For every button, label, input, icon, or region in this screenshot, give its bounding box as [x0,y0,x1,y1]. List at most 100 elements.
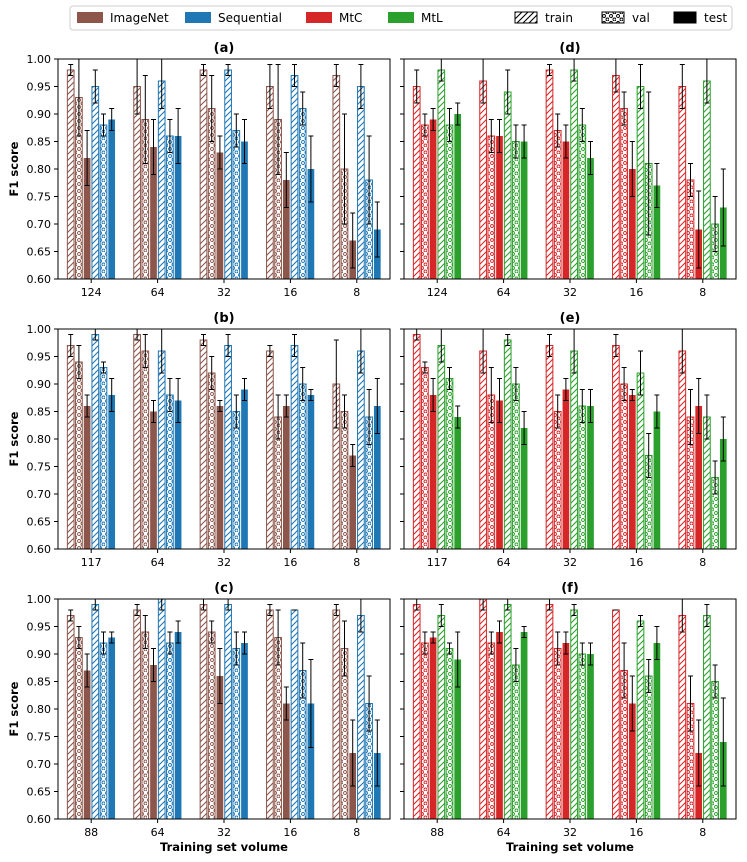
error-bar-mtc-train-64 [480,59,486,104]
error-bar-mtc-val-117 [422,361,428,374]
error-bar-sequential-test-16 [308,135,314,203]
error-bar-mtl-train-32 [571,329,577,374]
axes-frame [403,58,737,280]
legend-swatch-val [601,11,625,24]
error-bar-imagenet-val-8 [342,394,347,429]
x-tick-label: 8 [353,286,360,299]
error-bar-mtl-train-88 [438,604,444,627]
error-bar-sequential-test-8 [374,201,380,258]
bar-mtc-test-88 [429,637,437,819]
bar-imagenet-val-64 [141,631,150,819]
error-bar-sequential-test-16 [308,389,314,401]
error-bar-imagenet-val-124 [76,59,82,137]
y-tick-label: 0.70 [27,488,52,501]
bar-mtl-val-64 [512,141,520,279]
bar-sequential-test-16 [307,395,315,549]
bars [412,599,727,819]
bar-imagenet-test-16 [282,703,290,819]
error-bar-imagenet-val-64 [142,615,148,649]
error-bar-imagenet-test-16 [283,394,289,418]
bar-mtc-train-16 [612,75,620,279]
y-tick-label: 0.80 [27,703,52,716]
error-bar-mtl-test-16 [654,626,660,660]
error-bar-imagenet-train-32 [201,64,206,76]
x-tick-label: 8 [353,826,360,839]
error-bar-imagenet-val-64 [142,75,148,164]
error-bar-imagenet-test-32 [217,648,223,704]
x-tick-label: 117 [427,556,448,569]
bar-mtl-test-64 [520,632,528,819]
error-bar-sequential-test-124 [109,108,115,131]
error-bar-mtc-train-64 [480,329,486,374]
x-tick-label: 16 [283,826,297,839]
bar-imagenet-test-32 [216,406,224,549]
error-bar-sequential-train-8 [358,64,364,109]
legend-swatch-imagenet [77,12,103,23]
x-tick-label: 16 [629,556,643,569]
bar-sequential-val-64 [166,642,174,819]
bar-mtc-test-117 [429,395,437,549]
y-tick-label: 0.75 [27,461,52,474]
bar-mtc-val-16 [620,108,628,279]
error-bar-mtl-train-8 [704,604,710,627]
y-axis-label: F1 score [7,411,21,466]
bar-mtc-train-64 [479,80,487,279]
error-bar-mtc-val-32 [555,631,561,666]
error-bar-mtc-test-16 [629,389,635,401]
error-bar-imagenet-test-64 [151,648,156,682]
error-bar-sequential-val-16 [300,367,306,401]
bar-mtl-train-64 [503,91,512,279]
legend-label-test: test [704,11,727,25]
error-bar-sequential-test-64 [175,620,181,644]
error-bar-sequential-test-117 [109,378,115,412]
y-tick-label: 0.60 [27,543,52,556]
panel-title: (c) [214,581,234,596]
error-bar-mtl-test-16 [654,163,660,208]
error-bar-mtl-val-64 [513,124,519,159]
bar-imagenet-train-124 [66,69,75,279]
bar-imagenet-test-32 [216,152,224,279]
error-bar-imagenet-train-16 [267,345,273,357]
panel-title: (d) [559,41,580,56]
bar-mtl-test-64 [520,428,528,549]
bar-mtl-test-64 [520,141,528,279]
bar-mtc-train-8 [678,615,687,819]
bar-mtl-train-16 [636,372,645,549]
bar-mtl-train-16 [636,86,645,279]
x-tick-label: 64 [151,286,165,299]
error-bar-mtc-test-88 [430,631,436,644]
bar-imagenet-val-32 [207,372,216,549]
bar-imagenet-test-64 [150,147,157,279]
chart-panel-e: (e) 117 64 32 16 8 [400,311,737,569]
y-tick-label: 0.70 [27,758,52,771]
error-bar-sequential-val-16 [300,91,306,126]
error-bar-mtl-val-32 [579,108,585,142]
error-bar-mtl-val-124 [447,108,452,142]
error-bar-imagenet-train-64 [134,59,140,115]
error-bar-sequential-val-64 [167,631,173,655]
x-tick-label: 88 [84,826,98,839]
bar-imagenet-test-124 [83,158,91,279]
error-bar-mtc-val-64 [488,631,494,655]
y-tick-label: 1.00 [27,593,52,606]
bar-sequential-train-8 [357,350,365,549]
x-tick-label: 32 [217,286,231,299]
bar-sequential-test-32 [241,141,248,279]
error-bar-sequential-train-64 [159,599,165,611]
bar-imagenet-val-8 [340,411,349,549]
y-tick-label: 0.90 [27,648,52,661]
x-tick-label: 32 [217,826,231,839]
bar-sequential-train-8 [357,86,365,279]
error-bar-mtl-train-117 [438,329,444,363]
bar-mtl-val-32 [578,124,587,279]
error-bar-mtc-val-32 [555,394,561,429]
bar-mtl-train-124 [437,69,446,279]
bar-imagenet-train-32 [199,69,208,279]
x-tick-label: 124 [81,286,102,299]
error-bar-imagenet-val-32 [209,356,215,390]
error-bar-mtc-train-64 [480,599,486,611]
bar-sequential-test-117 [108,395,116,549]
x-axis-label: Training set volume [506,840,634,854]
bar-imagenet-train-88 [66,615,75,819]
error-bar-mtc-train-16 [613,334,619,357]
